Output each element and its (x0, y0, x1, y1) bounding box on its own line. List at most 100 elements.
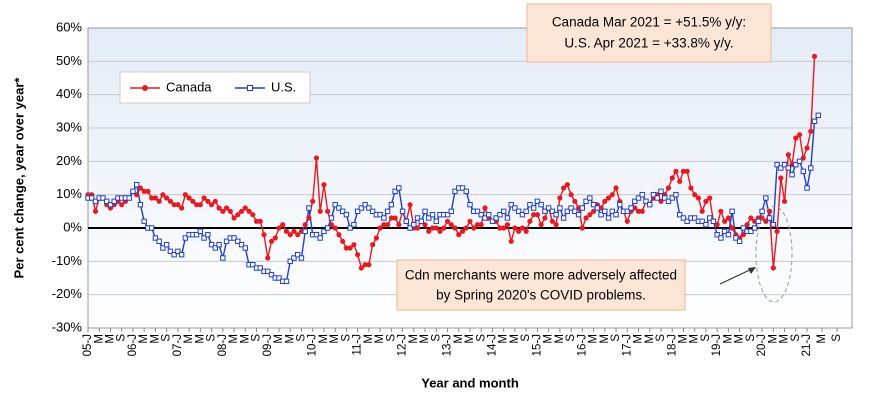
data-point (474, 208, 481, 215)
data-point (508, 238, 514, 244)
data-point (602, 198, 608, 204)
data-point (220, 255, 226, 261)
data-point (182, 192, 188, 198)
data-point (441, 225, 447, 231)
data-point (706, 215, 713, 221)
data-point (175, 202, 181, 208)
data-point (778, 175, 784, 181)
x-tick-label: M (779, 334, 791, 344)
data-point (710, 218, 717, 225)
y-tick-label: -20% (52, 286, 83, 301)
data-point (538, 222, 544, 228)
data-point (205, 198, 211, 204)
data-point (411, 221, 417, 228)
data-point (253, 218, 260, 224)
x-tick-label: M (588, 334, 600, 344)
x-tick-label: S (831, 334, 843, 342)
data-point (141, 188, 147, 194)
data-point (766, 215, 773, 221)
data-point (403, 218, 410, 225)
x-tick-label: 11-J (352, 334, 364, 356)
data-point (306, 215, 312, 221)
data-point (362, 262, 368, 268)
data-point (748, 228, 754, 235)
data-point (602, 208, 608, 215)
data-point (328, 215, 335, 221)
data-point (673, 168, 679, 174)
data-point (560, 215, 567, 221)
data-point (527, 218, 533, 224)
data-point (804, 185, 810, 191)
data-point (691, 215, 698, 221)
data-point (92, 208, 99, 214)
data-point (366, 262, 372, 268)
data-point (564, 208, 571, 215)
data-point (463, 188, 469, 195)
data-point (725, 215, 731, 221)
data-point (467, 201, 473, 208)
data-point (295, 251, 301, 258)
data-point (534, 212, 541, 218)
arrow (719, 267, 755, 285)
data-point (624, 218, 630, 224)
data-point (736, 238, 743, 245)
data-point (725, 231, 732, 238)
data-point (351, 242, 357, 248)
data-point (276, 275, 282, 281)
data-point (452, 225, 458, 231)
arrow-head (748, 267, 756, 274)
data-point (692, 192, 698, 198)
x-tick-label: M (239, 334, 251, 344)
data-point (306, 205, 312, 211)
data-point (722, 218, 728, 224)
data-point (639, 208, 645, 214)
data-point (343, 211, 350, 218)
data-point (325, 208, 331, 214)
data-point (557, 205, 563, 211)
data-point (167, 198, 173, 204)
data-point (561, 185, 567, 191)
data-point (119, 202, 125, 208)
data-point (358, 265, 364, 271)
data-point (699, 208, 705, 214)
data-point (721, 228, 728, 235)
x-tick-label: M (138, 334, 150, 344)
data-point (789, 171, 795, 178)
data-point (781, 198, 788, 204)
data-point (141, 218, 147, 225)
data-point (804, 145, 810, 151)
data-point (500, 208, 507, 215)
data-point (287, 232, 293, 238)
data-point (369, 208, 376, 215)
x-tick-label: 15-J (531, 334, 543, 356)
data-point (242, 205, 248, 211)
legend-marker (142, 85, 148, 91)
x-tick-label: 10-J (307, 334, 319, 356)
data-point (437, 228, 443, 234)
data-point (347, 245, 353, 251)
x-tick-label: S (565, 334, 577, 342)
data-point (729, 208, 735, 215)
data-point (808, 165, 814, 171)
data-point (542, 208, 548, 215)
data-point (358, 205, 365, 211)
data-point (740, 225, 747, 231)
data-point (175, 248, 181, 255)
legend: Canada U.S. (119, 71, 311, 104)
data-point (130, 188, 136, 195)
x-tick-label: M (419, 334, 431, 344)
data-point (766, 208, 773, 214)
data-point (568, 205, 574, 211)
data-point (452, 188, 458, 195)
annotation-text: Canada Mar 2021 = +51.5% y/y: (552, 15, 746, 30)
x-tick-label: M (149, 334, 161, 344)
data-point (231, 235, 237, 241)
data-point (808, 128, 814, 134)
data-point (152, 235, 159, 241)
data-point (321, 182, 327, 188)
data-point (194, 202, 200, 208)
y-tick-label: 40% (56, 86, 82, 101)
data-point (774, 161, 780, 168)
data-point (220, 208, 226, 214)
data-point (609, 208, 615, 215)
